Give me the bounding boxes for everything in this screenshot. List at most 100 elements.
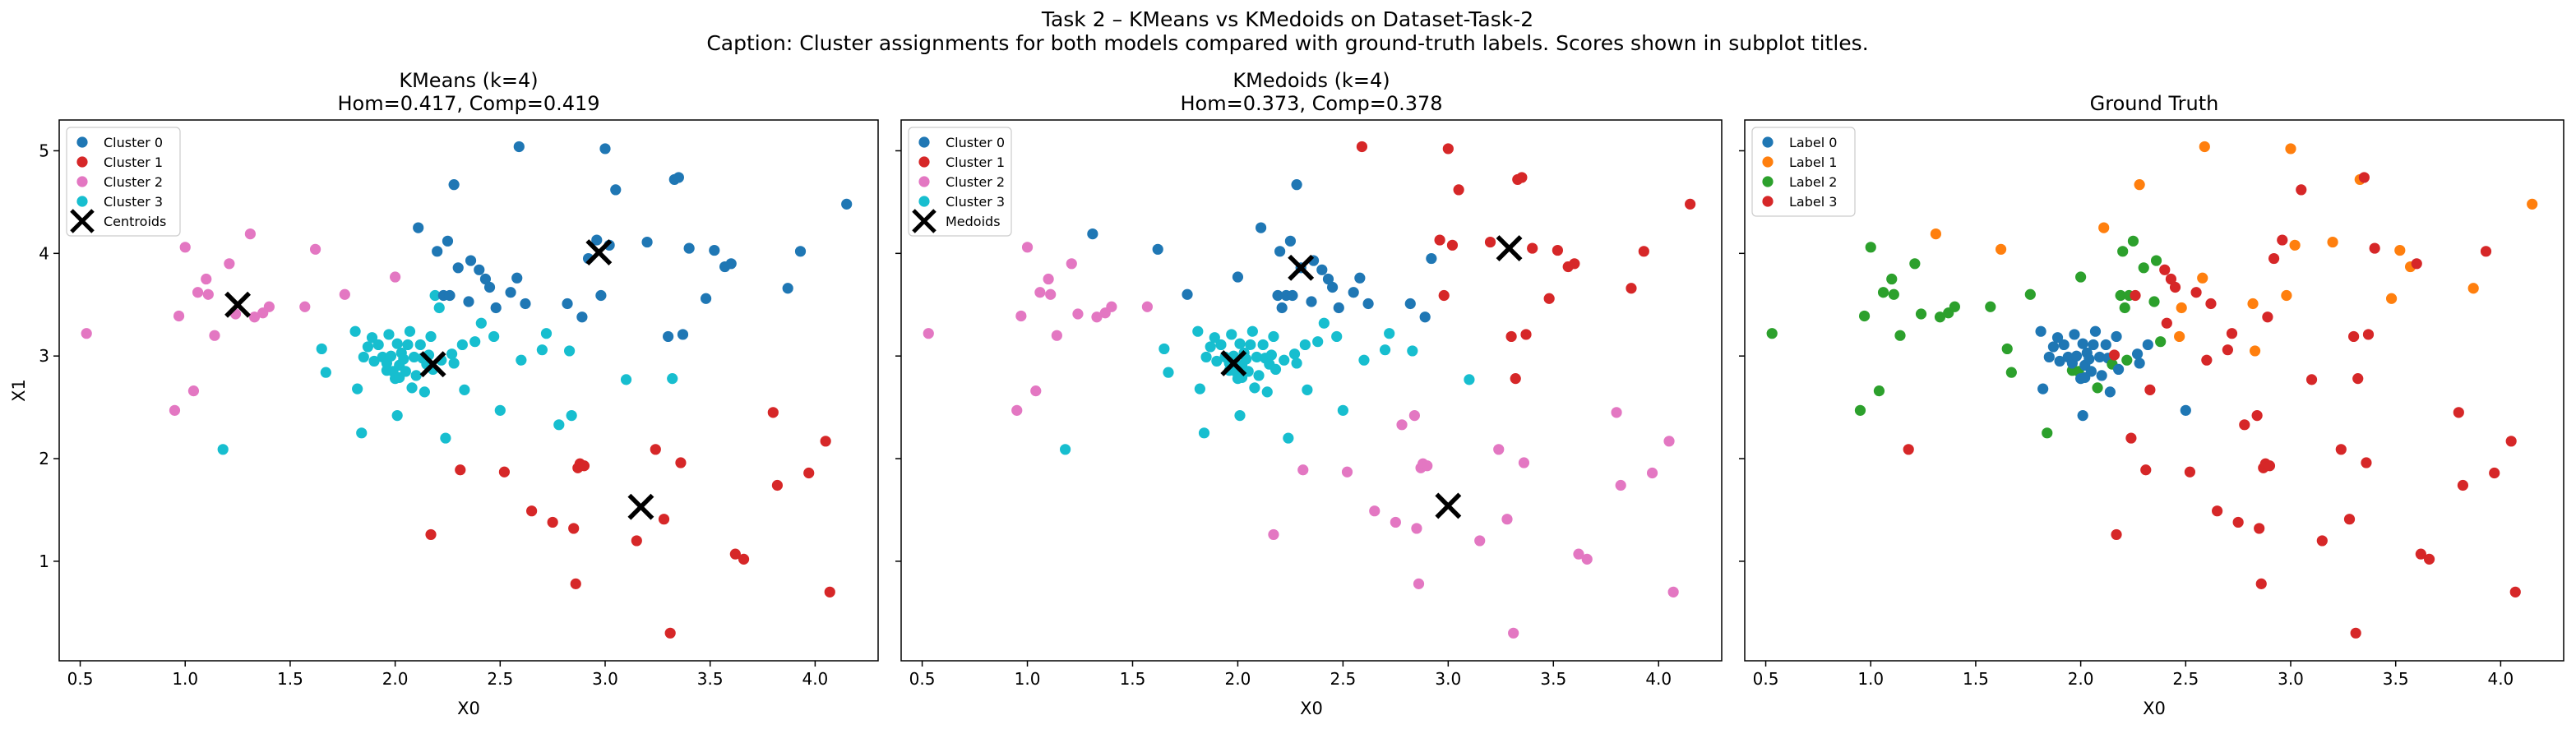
data-point xyxy=(2197,272,2208,284)
data-point xyxy=(1297,464,1309,476)
data-point xyxy=(1434,234,1445,246)
data-point xyxy=(398,353,409,365)
data-point xyxy=(1283,432,1294,444)
data-point xyxy=(309,243,321,255)
x-tick-label: 1.0 xyxy=(1015,669,1041,689)
legend-label: Cluster 2 xyxy=(946,174,1005,190)
data-point xyxy=(1291,358,1302,369)
data-point xyxy=(1255,222,1267,233)
data-point xyxy=(2201,354,2213,366)
data-point xyxy=(709,244,720,256)
data-point xyxy=(771,479,784,491)
data-point xyxy=(2199,141,2210,153)
data-point xyxy=(446,348,458,360)
data-point xyxy=(595,289,607,302)
data-point xyxy=(1246,325,1258,337)
data-point xyxy=(2111,528,2122,541)
x-tick-label: 3.5 xyxy=(2383,669,2409,689)
data-point xyxy=(173,310,185,322)
x-axis-label: X0 xyxy=(2143,699,2166,718)
data-point xyxy=(1015,310,1027,322)
data-point xyxy=(1894,330,1906,341)
data-point xyxy=(677,329,689,340)
legend-swatch xyxy=(76,136,88,148)
data-point xyxy=(2212,505,2223,517)
data-point xyxy=(700,293,712,304)
data-point xyxy=(429,289,441,302)
legend-swatch xyxy=(918,196,930,207)
data-point xyxy=(456,339,468,351)
data-point xyxy=(547,516,558,528)
data-point xyxy=(1358,354,1370,366)
data-point xyxy=(1209,332,1220,344)
data-point xyxy=(463,296,474,307)
subplot-1: KMeans (k=4)Hom=0.417, Comp=0.419 0.5 1.0 1… xyxy=(9,69,879,718)
data-point xyxy=(2070,350,2083,362)
centers-layer xyxy=(224,239,654,520)
data-point xyxy=(2327,236,2338,248)
legend-swatch xyxy=(1762,196,1774,207)
data-point xyxy=(2489,467,2500,479)
x-tick-label: 1.5 xyxy=(1120,669,1146,689)
data-point xyxy=(488,330,500,343)
data-point xyxy=(1318,317,1330,329)
data-point xyxy=(563,345,576,357)
x-tick-label: 1.0 xyxy=(172,669,198,689)
legend-swatch xyxy=(1762,176,1774,187)
data-point xyxy=(1215,339,1227,351)
data-point xyxy=(591,234,603,246)
data-point xyxy=(362,341,374,353)
data-point xyxy=(1265,349,1277,361)
data-point xyxy=(536,344,548,356)
data-point xyxy=(2348,330,2360,343)
data-point xyxy=(2394,244,2406,256)
data-point xyxy=(824,586,835,598)
data-point xyxy=(455,464,466,476)
center-marker xyxy=(419,351,446,378)
data-point xyxy=(1232,271,1244,283)
data-point xyxy=(2088,339,2099,351)
data-point xyxy=(2144,384,2156,395)
data-point xyxy=(299,301,311,312)
subplot-title: KMedoids (k=4) xyxy=(1233,69,1390,92)
data-point xyxy=(2138,262,2149,274)
data-point xyxy=(923,328,934,339)
data-point xyxy=(1106,301,1117,312)
data-point xyxy=(1865,242,1876,253)
data-point xyxy=(2268,252,2280,265)
data-point xyxy=(2134,358,2145,369)
data-point xyxy=(1949,301,1960,312)
data-point xyxy=(1268,528,1279,541)
data-point xyxy=(1685,198,1696,210)
y-tick-label: 5 xyxy=(39,141,49,160)
subplot-subtitle: Hom=0.373, Comp=0.378 xyxy=(1180,92,1442,115)
data-point xyxy=(631,535,642,547)
data-point xyxy=(1182,288,1193,300)
data-point xyxy=(540,328,553,339)
data-point xyxy=(1306,296,1317,307)
x-tick-label: 2.5 xyxy=(1330,669,1356,689)
data-point xyxy=(2415,548,2426,560)
data-point xyxy=(1333,302,1344,314)
data-point xyxy=(2505,436,2517,447)
legend-label: Cluster 3 xyxy=(946,194,1005,210)
data-point xyxy=(479,273,492,285)
data-point xyxy=(1877,287,1889,298)
data-point xyxy=(2069,329,2080,340)
center-marker-stroke xyxy=(585,239,613,266)
data-point xyxy=(2047,341,2060,353)
data-point xyxy=(440,432,451,444)
legend-label: Label 2 xyxy=(1789,174,1837,190)
data-point xyxy=(1274,246,1286,257)
y-tick-label: 1 xyxy=(39,551,49,571)
data-point xyxy=(2100,339,2111,351)
data-point xyxy=(1505,330,1517,343)
data-point xyxy=(2296,184,2307,196)
data-point xyxy=(1516,172,1528,183)
data-point xyxy=(410,370,422,381)
data-point xyxy=(217,444,229,455)
legend-swatch xyxy=(76,176,88,187)
x-tick-label: 1.5 xyxy=(277,669,303,689)
data-point xyxy=(2077,338,2088,349)
data-point xyxy=(1192,325,1204,337)
